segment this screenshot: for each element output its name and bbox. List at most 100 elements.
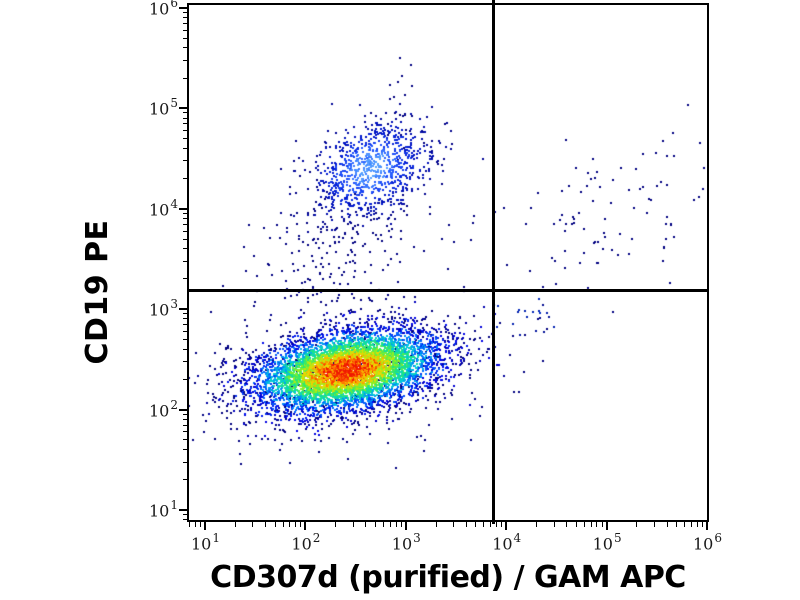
y-minor-tick — [182, 29, 187, 31]
x-tick-label: 105 — [592, 531, 622, 554]
y-minor-tick — [182, 514, 187, 516]
x-minor-tick — [389, 522, 391, 527]
x-tick-label: 103 — [391, 531, 421, 554]
x-minor-tick — [289, 522, 291, 527]
x-minor-tick — [194, 522, 196, 527]
x-minor-tick — [654, 522, 655, 527]
x-minor-tick — [335, 522, 337, 527]
x-minor-tick — [252, 522, 254, 527]
y-minor-tick — [182, 230, 187, 232]
y-tick-label: 104 — [149, 196, 178, 220]
x-major-tick — [304, 522, 307, 530]
y-tick-label: 102 — [149, 397, 178, 420]
y-minor-tick — [182, 117, 187, 119]
x-minor-tick — [483, 522, 485, 527]
y-minor-tick — [182, 461, 187, 463]
y-tick-label: 103 — [149, 297, 178, 320]
x-minor-tick — [583, 522, 585, 527]
x-minor-tick — [490, 522, 492, 527]
x-tick-label: 101 — [191, 531, 220, 554]
x-minor-tick — [495, 522, 497, 527]
y-minor-tick — [182, 330, 187, 332]
y-minor-tick — [182, 160, 187, 162]
scatter-dots-canvas — [189, 5, 707, 520]
x-minor-tick — [300, 522, 302, 527]
x-major-tick — [605, 522, 608, 530]
x-tick-label: 106 — [693, 531, 722, 554]
y-minor-tick — [182, 418, 187, 420]
y-minor-tick — [182, 212, 187, 214]
x-minor-tick — [684, 522, 686, 527]
y-major-tick — [179, 7, 187, 9]
x-minor-tick — [375, 522, 377, 527]
y-minor-tick — [182, 238, 187, 240]
x-minor-tick — [636, 522, 638, 527]
y-minor-tick — [182, 178, 187, 180]
y-minor-tick — [182, 147, 187, 149]
x-minor-tick — [282, 522, 284, 527]
x-major-tick — [404, 522, 407, 530]
y-minor-tick — [182, 138, 187, 140]
x-minor-tick — [264, 522, 266, 527]
y-minor-tick — [182, 318, 187, 320]
y-minor-tick — [182, 348, 187, 350]
x-minor-tick — [295, 522, 297, 527]
y-minor-tick — [182, 59, 187, 61]
x-minor-tick — [553, 522, 555, 527]
x-minor-tick — [199, 522, 201, 527]
y-tick-label: 105 — [149, 96, 178, 119]
y-minor-tick — [182, 338, 187, 340]
x-minor-tick — [590, 522, 592, 527]
x-minor-tick — [274, 522, 276, 527]
y-minor-tick — [182, 123, 187, 125]
y-minor-tick — [182, 431, 187, 433]
x-minor-tick — [383, 522, 385, 527]
x-major-tick — [204, 522, 206, 530]
y-major-tick — [179, 207, 187, 210]
y-minor-tick — [182, 361, 187, 363]
y-major-tick — [179, 408, 187, 411]
y-minor-tick — [182, 17, 187, 19]
x-minor-tick — [365, 522, 367, 527]
y-minor-tick — [182, 23, 187, 25]
y-minor-tick — [182, 479, 187, 481]
y-major-tick — [179, 308, 187, 311]
x-minor-tick — [453, 522, 455, 527]
x-major-tick — [505, 522, 508, 530]
y-minor-tick — [182, 37, 187, 39]
x-minor-tick — [352, 522, 354, 527]
y-minor-tick — [182, 112, 187, 114]
y-minor-tick — [182, 324, 187, 326]
y-minor-tick — [182, 223, 187, 225]
x-minor-tick — [395, 522, 397, 527]
x-minor-tick — [501, 522, 503, 527]
x-minor-tick — [566, 522, 568, 527]
y-minor-tick — [182, 439, 187, 441]
x-minor-tick — [601, 522, 603, 527]
x-minor-tick — [435, 522, 437, 527]
x-minor-tick — [535, 522, 537, 527]
y-minor-tick — [182, 47, 187, 49]
y-minor-tick — [182, 130, 187, 132]
x-minor-tick — [234, 522, 236, 527]
x-minor-tick — [696, 522, 698, 527]
x-minor-tick — [188, 522, 190, 527]
y-minor-tick — [182, 77, 187, 79]
y-axis-label: CD19 PE — [80, 219, 115, 365]
x-minor-tick — [465, 522, 467, 527]
y-tick-label: 106 — [149, 0, 178, 19]
y-minor-tick — [182, 248, 187, 250]
y-minor-tick — [182, 218, 187, 220]
y-minor-tick — [182, 424, 187, 426]
y-minor-tick — [182, 260, 187, 262]
y-minor-tick — [182, 278, 187, 280]
y-major-tick — [179, 509, 187, 511]
y-minor-tick — [182, 378, 187, 380]
quadrant-gate-vertical-line — [491, 0, 495, 524]
x-minor-tick — [690, 522, 692, 527]
quadrant-gate-horizontal-line — [187, 288, 709, 292]
x-tick-label: 102 — [291, 531, 321, 554]
x-axis-label: CD307d (purified) / GAM APC — [210, 560, 686, 595]
plot-area — [187, 0, 709, 524]
